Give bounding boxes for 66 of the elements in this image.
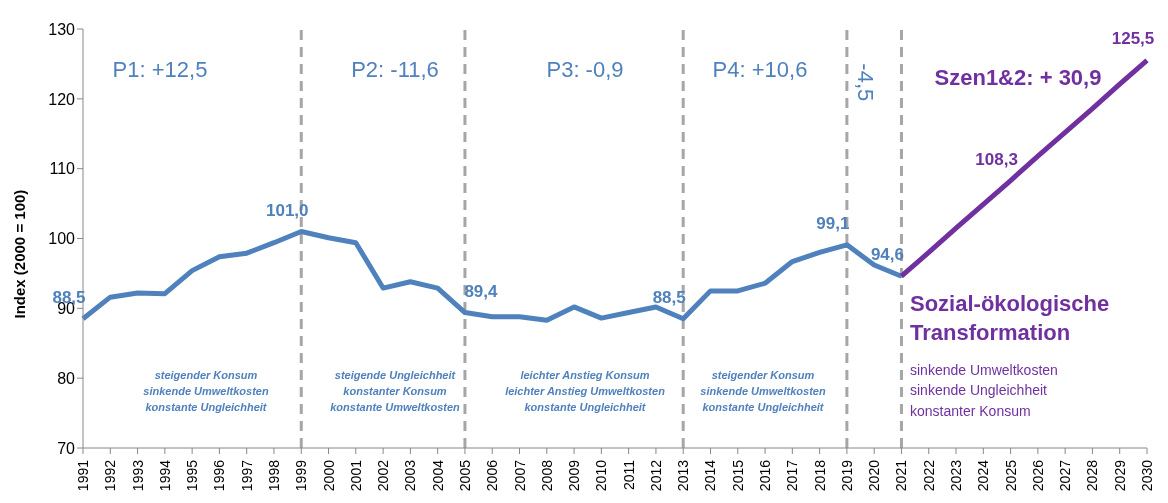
x-tick-label: 2002 [375, 459, 392, 492]
y-tick-label: 80 [57, 369, 76, 387]
x-tick-label: 2025 [1002, 459, 1019, 492]
x-tick-label: 1992 [102, 459, 119, 492]
annotation: P3: -0,9 [546, 57, 624, 82]
x-tick-label: 2027 [1057, 459, 1074, 492]
annotation: -4,5 [853, 63, 879, 102]
x-tick-label: 1995 [184, 459, 201, 492]
x-tick-label: 2017 [784, 459, 801, 492]
data-label: 94,6 [870, 245, 905, 265]
x-tick-label: 2008 [538, 459, 555, 492]
annotation: P1: +12,5 [112, 57, 208, 82]
x-tick-label: 1993 [129, 459, 146, 492]
y-tick-label: 70 [57, 439, 76, 457]
x-tick-label: 2028 [1084, 459, 1101, 492]
x-tick-label: 2022 [920, 459, 937, 492]
annotation: P2: -11,6 [351, 57, 439, 82]
x-tick-label: 2010 [593, 459, 610, 492]
x-tick-label: 2013 [675, 459, 692, 492]
x-tick-label: 2009 [566, 459, 583, 492]
data-label: 99,1 [816, 213, 850, 233]
x-tick-label: 2004 [429, 459, 446, 492]
annotation: steigender Konsum sinkende Umweltkosten konstante Ungleichheit [700, 369, 826, 413]
data-label: 101,0 [265, 200, 309, 220]
annotation: Szen1&2: + 30,9 [934, 65, 1102, 90]
x-tick-label: 1998 [265, 459, 282, 492]
x-tick-label: 1996 [211, 459, 228, 492]
y-tick-label: 120 [48, 90, 76, 108]
x-tick-label: 2018 [811, 459, 828, 492]
x-tick-label: 1997 [238, 459, 255, 492]
data-label: 89,4 [464, 281, 499, 301]
x-tick-label: 2024 [975, 459, 992, 492]
x-tick-label: 2016 [757, 459, 774, 492]
y-tick-label: 100 [48, 230, 76, 248]
data-label: 88,5 [652, 287, 686, 307]
x-tick-label: 2029 [1111, 459, 1128, 492]
y-tick-label: 130 [48, 20, 76, 38]
x-tick-label: 2026 [1029, 459, 1046, 492]
annotation: Sozial-ökologische Transformation [910, 291, 1110, 345]
x-tick-label: 1991 [75, 459, 91, 492]
x-tick-label: 2006 [484, 459, 501, 492]
annotation: P4: +10,6 [712, 57, 808, 82]
x-tick-label: 2019 [838, 459, 855, 492]
x-tick-label: 1994 [156, 459, 173, 492]
x-tick-label: 2030 [1139, 459, 1155, 492]
y-axis-title: Index (2000 = 100) [11, 189, 29, 319]
x-tick-label: 2003 [402, 459, 419, 492]
x-tick-label: 2023 [948, 459, 965, 492]
x-tick-label: 2012 [647, 459, 664, 492]
x-tick-label: 2011 [620, 459, 637, 491]
x-tick-label: 2021 [893, 459, 910, 492]
x-tick-label: 2007 [511, 459, 528, 492]
annotation: leichter Anstieg Konsum leichter Anstieg Umweltkosten konstante Ungleichheit [505, 369, 665, 413]
data-label: 125,5 [1111, 29, 1155, 49]
annotation: steigender Konsum sinkende Umweltkosten konstante Ungleichheit [143, 369, 269, 413]
annotation: sinkende Umweltkosten sinkende Ungleichheit konstanter Konsum [910, 362, 1058, 419]
x-tick-label: 2005 [456, 459, 473, 492]
y-tick-label: 110 [49, 160, 76, 178]
x-tick-label: 2001 [347, 459, 364, 492]
x-tick-label: 2015 [729, 459, 746, 492]
x-tick-label: 2000 [320, 459, 337, 492]
x-tick-label: 2020 [866, 459, 883, 492]
x-tick-label: 2014 [702, 459, 719, 492]
annotation: steigende Ungleichheit konstanter Konsum konstante Umweltkosten [330, 369, 460, 413]
data-label: 108,3 [975, 149, 1018, 169]
x-tick-label: 1999 [293, 459, 310, 492]
